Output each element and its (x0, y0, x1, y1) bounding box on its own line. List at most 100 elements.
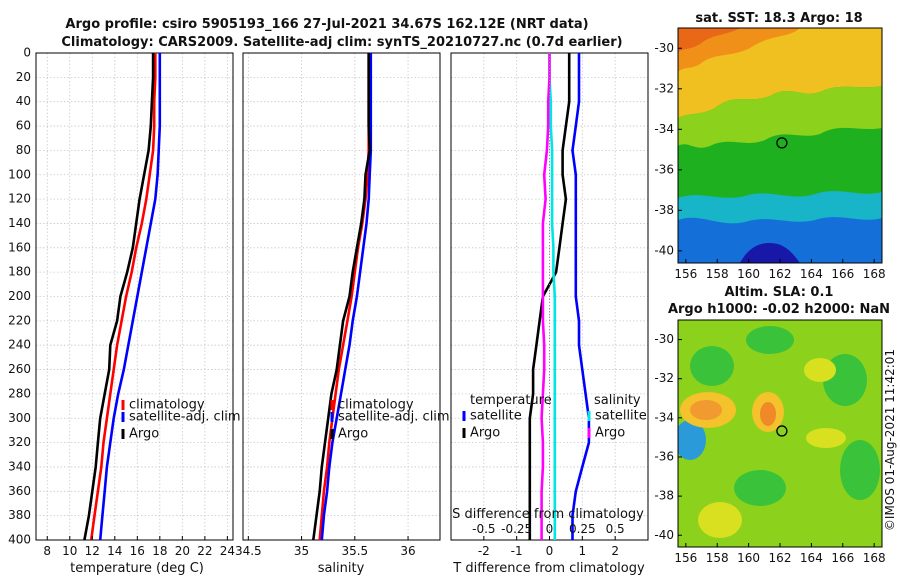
salinity-axes-box (242, 52, 441, 541)
sla-high-patch (804, 358, 836, 382)
argo-float-marker (776, 137, 788, 149)
depth-tick-label: 340 (8, 459, 31, 473)
depth-tick-label: 300 (8, 411, 31, 425)
sla-higher-patch (690, 400, 722, 420)
x-tick-label: 35.5 (341, 544, 368, 558)
sst-warmest-region (678, 28, 740, 52)
legend-label-satellite: satellite-adj. clim (129, 410, 241, 425)
lat-tick-label: -36 (654, 162, 674, 176)
difference-xticks: -2 -1 0 1 2 (478, 536, 619, 558)
s-tick-label: -0.5 (472, 522, 495, 536)
lat-tick-label: -34 (654, 122, 674, 136)
temperature-xlabel: temperature (deg C) (70, 561, 204, 576)
temperature-panel: 8 10 12 14 16 18 20 22 24 0 20 40 60 80 100 120 140 160 1… (8, 46, 241, 577)
sst-field (678, 28, 882, 263)
depth-tick-label: 60 (16, 119, 31, 133)
lon-tick-label: 166 (831, 551, 854, 565)
sst-coldest-region (740, 242, 800, 263)
lon-tick-label: 158 (706, 267, 729, 281)
lat-tick-label: -30 (654, 332, 674, 346)
legend-label-argo: Argo (338, 427, 368, 442)
series-line-salinity-argo (540, 53, 551, 540)
depth-tick-label: 20 (16, 70, 31, 84)
temperature-lines (83, 53, 162, 541)
difference-legend-temperature: temperature satellite Argo (462, 393, 552, 441)
sla-high-patch (698, 502, 742, 538)
x-tick-label: 0 (546, 544, 554, 558)
sst-map-panel: sat. SST: 18.3 Argo: 18 156 158 160 162 164 1… (654, 11, 885, 281)
legend-label-satellite: satellite-adj. clim (338, 410, 450, 425)
x-tick-label: 8 (43, 544, 51, 558)
figure-title-line1: Argo profile: csiro 5905193_166 27-Jul-2… (65, 17, 588, 32)
lat-tick-label: -36 (654, 449, 674, 463)
sla-lowest-patch (678, 420, 706, 460)
depth-tick-label: 200 (8, 289, 31, 303)
depth-tick-label: 380 (8, 508, 31, 522)
depth-tick-label: 40 (16, 94, 31, 108)
legend-label-t-argo: Argo (470, 426, 500, 441)
sla-lon-ticks: 156 158 160 162 164 166 168 (674, 543, 886, 565)
legend-label-s-satellite: satellite (595, 409, 647, 424)
sla-field (678, 320, 882, 547)
salinity-panel: 34.5 35 35.5 36 salinity climatology satell… (235, 52, 450, 576)
sla-low-patch (840, 440, 880, 500)
sla-higher-patch (760, 402, 776, 426)
lat-tick-label: -32 (654, 81, 674, 95)
depth-tick-label: 100 (8, 167, 31, 181)
sst-lat-ticks: -30 -32 -34 -36 -38 -40 (654, 41, 682, 257)
sla-low-patch (746, 326, 794, 354)
salinity-xticks: 34.5 35 35.5 36 (235, 536, 416, 558)
depth-tick-label: 400 (8, 533, 31, 547)
lat-tick-label: -34 (654, 410, 674, 424)
sla-map-panel: Altim. SLA: 0.1 Argo h1000: -0.02 h2000:… (654, 285, 890, 565)
legend-title-salinity: salinity (594, 393, 641, 408)
lon-tick-label: 168 (863, 267, 886, 281)
sla-map-title-line2: Argo h1000: -0.02 h2000: NaN (668, 302, 890, 317)
sst-map-title: sat. SST: 18.3 Argo: 18 (695, 11, 862, 26)
series-line-salinity-satellite (548, 53, 557, 540)
lon-tick-label: 166 (831, 267, 854, 281)
sst-mild-region (678, 86, 882, 148)
depth-tick-label: 120 (8, 192, 31, 206)
depth-ticks: 0 20 40 60 80 100 120 140 160 180 200 220 240 260 280 3… (8, 46, 31, 547)
difference-lines (528, 53, 591, 540)
depth-tick-label: 260 (8, 362, 31, 376)
depth-tick-label: 160 (8, 240, 31, 254)
lon-tick-label: 160 (737, 551, 760, 565)
salinity-grid (243, 52, 440, 541)
s-tick-label: 0 (546, 522, 554, 536)
x-tick-label: 14 (107, 544, 122, 558)
legend-title-temperature: temperature (470, 393, 552, 408)
argo-float-marker (776, 425, 788, 437)
x-tick-label: 36 (400, 544, 415, 558)
x-tick-label: 18 (152, 544, 167, 558)
salinity-xlabel: salinity (318, 561, 365, 576)
series-line-satellite-adj-clim (320, 53, 373, 541)
temperature-xticks: 8 10 12 14 16 18 20 22 24 (43, 536, 235, 558)
x-tick-label: 35 (294, 544, 309, 558)
credit-text: ©IMOS 01-Aug-2021 11:42:01 (883, 349, 897, 531)
x-tick-label: -2 (478, 544, 490, 558)
legend-label-argo: Argo (129, 427, 159, 442)
sst-lon-ticks: 156 158 160 162 164 166 168 (674, 259, 886, 281)
sla-lat-ticks: -30 -32 -34 -36 -38 -40 (654, 332, 682, 542)
sla-high-patch (806, 428, 846, 448)
lon-tick-label: 168 (863, 551, 886, 565)
lat-tick-label: -30 (654, 41, 674, 55)
lon-tick-label: 162 (769, 551, 792, 565)
legend-label-climatology: climatology (129, 398, 205, 413)
depth-tick-label: 180 (8, 265, 31, 279)
x-tick-label: 12 (85, 544, 100, 558)
x-tick-label: 1 (579, 544, 587, 558)
s-difference-label: S difference from climatology (452, 507, 644, 522)
x-tick-label: 34.5 (235, 544, 262, 558)
difference-legend-salinity: salinity satellite Argo (587, 393, 647, 441)
depth-tick-label: 360 (8, 484, 31, 498)
depth-tick-label: 280 (8, 386, 31, 400)
sla-low-patch (734, 470, 786, 506)
salinity-lines (312, 53, 373, 541)
temperature-axes-box (35, 52, 234, 541)
x-tick-label: 22 (197, 544, 212, 558)
s-tick-label: 0.5 (606, 522, 625, 536)
